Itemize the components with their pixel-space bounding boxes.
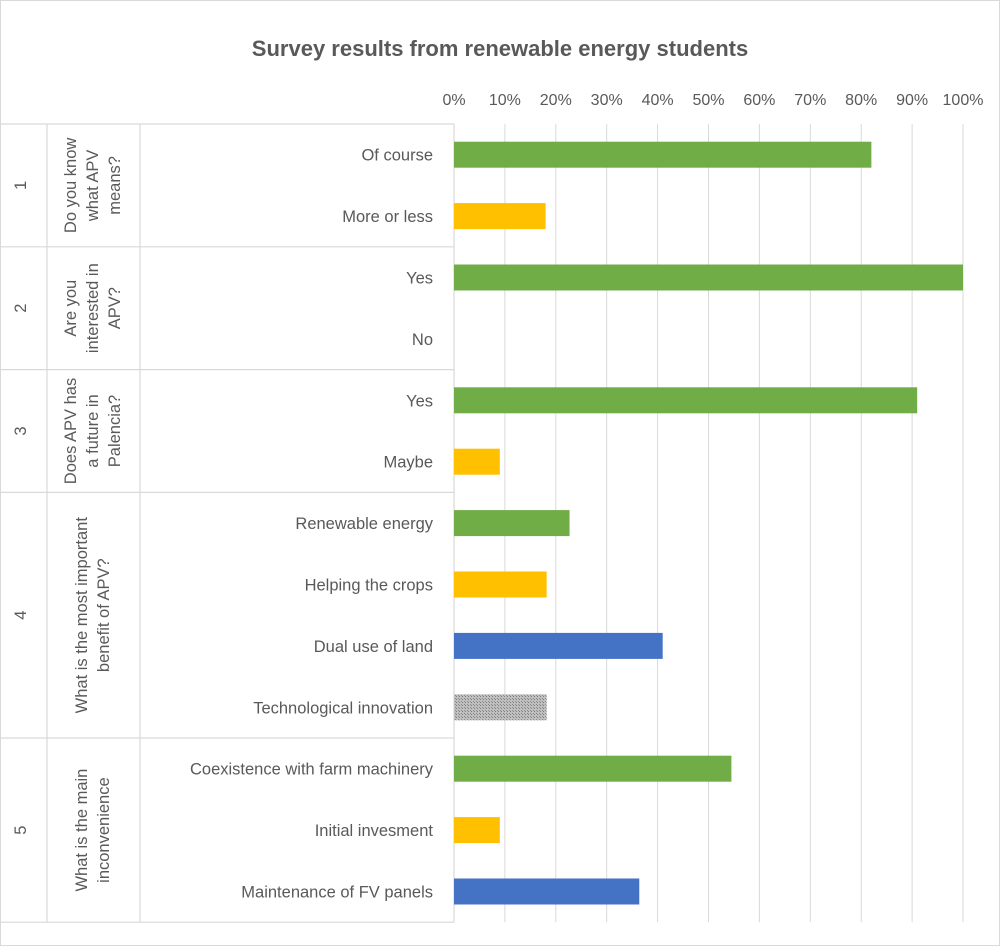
group-number: 3	[12, 426, 30, 435]
group-number: 1	[12, 181, 30, 190]
category-label: No	[412, 331, 433, 349]
category-table: 1 Do you know what APV means? Of course More …	[0, 123, 455, 923]
bar	[454, 817, 500, 844]
x-tick-label: 10%	[489, 92, 521, 109]
bar	[454, 264, 963, 291]
category-label: Technological innovation	[253, 699, 433, 717]
group-number: 4	[12, 611, 30, 620]
category-label: Coexistence with farm machinery	[190, 761, 434, 779]
question-line: Does APV has	[62, 378, 80, 484]
question-line: a future in	[84, 394, 102, 467]
question-line: interested in	[84, 263, 102, 353]
question-text: Do you know what APV means?	[62, 138, 124, 233]
x-tick-label: 80%	[845, 92, 877, 109]
category-label: Helping the crops	[305, 577, 433, 595]
bar	[454, 755, 732, 782]
question-line: APV?	[106, 287, 124, 329]
question-text: What is the main inconvenience	[73, 769, 113, 892]
x-tick-label: 40%	[642, 92, 674, 109]
category-label: Of course	[361, 147, 433, 165]
bar	[454, 203, 546, 230]
question-line: What is the most important	[73, 517, 91, 714]
bar	[454, 571, 547, 598]
question-text: Does APV has a future in Palencia?	[62, 378, 124, 484]
bar	[454, 878, 640, 905]
x-tick-label: 70%	[794, 92, 826, 109]
category-label: Initial invesment	[315, 822, 434, 840]
x-tick-label: 100%	[943, 92, 984, 109]
question-text: Are you interested in APV?	[62, 263, 124, 353]
x-tick-label: 90%	[896, 92, 928, 109]
bar	[454, 448, 500, 475]
category-label: Renewable energy	[295, 515, 433, 533]
category-label: More or less	[342, 208, 433, 226]
bar	[454, 694, 547, 721]
category-label: Maintenance of FV panels	[241, 884, 433, 902]
question-line: benefit of APV?	[95, 558, 113, 672]
question-line: Are you	[62, 280, 80, 337]
question-line: means?	[106, 156, 124, 215]
question-line: Do you know	[62, 138, 80, 233]
bar	[454, 141, 872, 168]
x-tick-label: 60%	[743, 92, 775, 109]
category-label: Yes	[406, 392, 433, 410]
bars	[454, 141, 963, 905]
question-line: What is the main	[73, 769, 91, 892]
x-tick-label: 20%	[540, 92, 572, 109]
x-tick-label: 0%	[442, 92, 465, 109]
category-label: Dual use of land	[314, 638, 433, 656]
bar	[454, 387, 918, 414]
group-number: 5	[12, 826, 30, 835]
bar	[454, 510, 570, 537]
x-tick-label: 30%	[591, 92, 623, 109]
x-axis-tick-labels: 0% 10% 20% 30% 40% 50% 60% 70% 80% 90% 100%	[442, 92, 983, 109]
group-number: 2	[12, 304, 30, 313]
chart-title: Survey results from renewable energy stu…	[252, 36, 748, 61]
x-tick-label: 50%	[692, 92, 724, 109]
bar	[454, 632, 663, 659]
category-label: Yes	[406, 270, 433, 288]
question-line: inconvenience	[95, 777, 113, 883]
category-label: Maybe	[383, 454, 433, 472]
question-text: What is the most important benefit of APV…	[73, 517, 113, 714]
question-line: Palencia?	[106, 395, 124, 467]
question-line: what APV	[84, 150, 102, 223]
